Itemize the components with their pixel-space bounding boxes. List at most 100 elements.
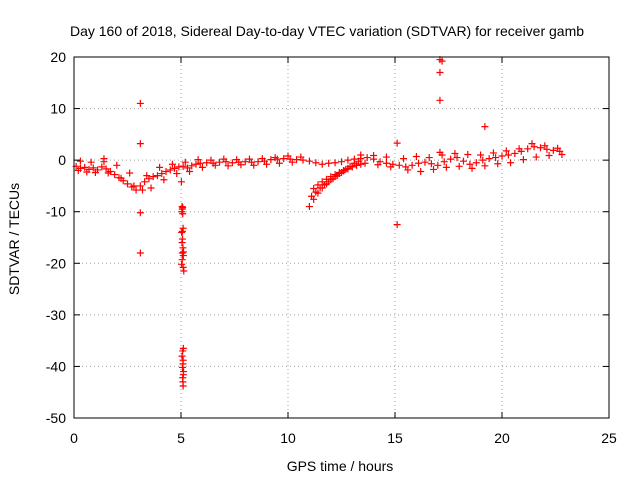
- data-point: [111, 171, 119, 179]
- data-point: [98, 163, 106, 171]
- data-point: [297, 153, 305, 161]
- data-point: [220, 155, 228, 163]
- data-point: [124, 180, 131, 188]
- data-point: [216, 158, 224, 166]
- data-point: [178, 239, 186, 247]
- data-point: [178, 363, 186, 371]
- y-tick-label: 10: [50, 101, 66, 117]
- data-point: [310, 185, 318, 193]
- data-point: [271, 154, 279, 162]
- data-point: [136, 140, 144, 148]
- data-point: [308, 192, 316, 200]
- data-point: [179, 224, 187, 232]
- data-point: [361, 159, 369, 167]
- data-point: [245, 155, 253, 163]
- data-point: [117, 174, 125, 182]
- data-point: [178, 256, 186, 264]
- data-point: [143, 172, 151, 180]
- data-point: [468, 164, 476, 172]
- data-point: [494, 160, 502, 168]
- x-tick-label: 15: [387, 430, 403, 446]
- data-point: [374, 161, 382, 169]
- data-point: [323, 175, 331, 183]
- data-point: [363, 154, 371, 162]
- x-tick-label: 10: [280, 430, 296, 446]
- data-point: [130, 182, 138, 190]
- data-point: [466, 160, 474, 168]
- series-isolated-outliers: [100, 56, 489, 257]
- data-point: [357, 151, 365, 159]
- data-point: [485, 155, 493, 163]
- data-point: [89, 164, 97, 172]
- data-point: [284, 152, 292, 160]
- data-point: [440, 158, 448, 166]
- data-point: [352, 161, 360, 169]
- x-tick-label: 5: [177, 430, 185, 446]
- data-point: [543, 145, 551, 153]
- data-point: [492, 154, 500, 162]
- data-point: [436, 96, 444, 104]
- data-point: [331, 171, 339, 179]
- data-point: [211, 161, 219, 169]
- data-point: [156, 163, 164, 171]
- data-point: [181, 158, 189, 166]
- data-point: [158, 170, 166, 178]
- data-point: [481, 123, 489, 131]
- data-point: [425, 154, 433, 162]
- data-point: [408, 161, 416, 169]
- data-point: [455, 162, 463, 170]
- data-point: [192, 160, 200, 168]
- data-point: [179, 162, 187, 170]
- data-point: [387, 163, 395, 171]
- y-tick-label: 20: [50, 49, 66, 65]
- data-point: [74, 166, 82, 174]
- data-point: [524, 145, 532, 153]
- data-point: [515, 145, 523, 153]
- data-point: [532, 153, 540, 161]
- data-point: [141, 178, 149, 186]
- y-tick-label: -30: [46, 307, 66, 323]
- data-point: [318, 178, 326, 186]
- data-point: [340, 166, 348, 174]
- data-point: [314, 181, 322, 189]
- data-point: [502, 147, 510, 155]
- data-point: [477, 151, 485, 159]
- data-point: [207, 156, 215, 164]
- data-point: [166, 166, 174, 174]
- data-point: [149, 173, 157, 181]
- data-point: [481, 162, 489, 170]
- data-point: [178, 228, 186, 236]
- data-point: [545, 152, 553, 160]
- data-point: [132, 186, 140, 194]
- data-point: [511, 149, 519, 157]
- data-point: [400, 155, 408, 163]
- data-point: [430, 165, 438, 173]
- series-upper-band: [76, 140, 562, 180]
- data-point: [293, 156, 301, 164]
- data-point: [427, 160, 435, 168]
- data-point: [83, 168, 91, 176]
- data-point: [537, 144, 545, 152]
- data-point: [179, 382, 187, 390]
- data-point: [179, 263, 187, 271]
- data-point: [126, 169, 134, 177]
- data-point: [393, 139, 401, 147]
- data-point: [459, 157, 467, 165]
- data-point: [357, 160, 365, 168]
- data-point: [198, 163, 206, 171]
- data-point: [528, 140, 536, 148]
- data-point: [453, 154, 461, 162]
- data-point: [338, 158, 345, 166]
- plot-frame: [73, 56, 610, 419]
- data-point: [179, 204, 187, 212]
- y-axis-label: SDTVAR / TECUs: [6, 183, 22, 295]
- data-point: [224, 162, 232, 170]
- data-point: [173, 170, 181, 178]
- data-point: [312, 188, 320, 196]
- data-point: [196, 159, 204, 167]
- data-point: [348, 163, 356, 171]
- data-point: [438, 57, 446, 65]
- data-point: [179, 371, 187, 379]
- y-tick-label: -50: [46, 410, 66, 426]
- series-5h-spike: [177, 178, 188, 390]
